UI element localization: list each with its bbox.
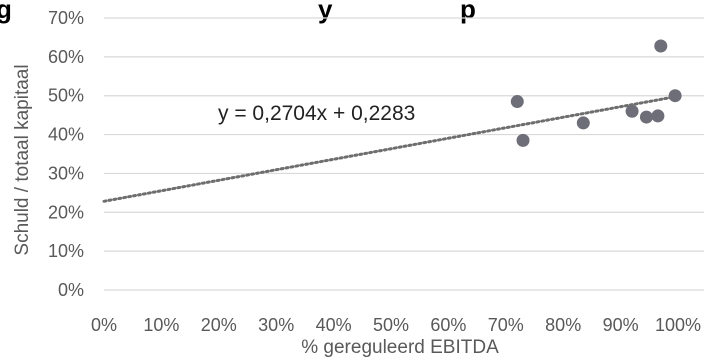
data-point	[510, 95, 524, 109]
y-tick-label: 30%	[48, 163, 84, 183]
y-tick-label: 60%	[48, 47, 84, 67]
x-tick-label: 50%	[373, 315, 409, 335]
data-point	[516, 133, 530, 147]
x-axis-title: % gereguleerd EBITDA	[301, 337, 499, 358]
x-tick-label: 100%	[655, 315, 701, 335]
x-tick-label: 40%	[316, 315, 352, 335]
x-tick-labels: 0% 10% 20% 30% 40% 50% 60% 70% 80% 90% 100%	[91, 315, 701, 335]
y-tick-label: 20%	[48, 202, 84, 222]
y-axis-title: Schuld / totaal kapitaal	[12, 64, 33, 255]
x-tick-label: 20%	[201, 315, 237, 335]
x-tick-label: 10%	[143, 315, 179, 335]
data-point	[651, 109, 665, 123]
trendline-equation: y = 0,2704x + 0,2283	[218, 102, 415, 125]
x-tick-label: 0%	[91, 315, 117, 335]
y-tick-label: 10%	[48, 241, 84, 261]
chart-title-fragment-2: y	[318, 0, 333, 24]
data-points	[510, 39, 682, 147]
y-tick-labels: 0% 10% 20% 30% 40% 50% 60% 70%	[48, 8, 84, 300]
gridlines	[104, 17, 704, 291]
x-tick-label: 80%	[545, 315, 581, 335]
data-point	[668, 89, 682, 103]
trendline	[102, 94, 680, 203]
data-point	[625, 104, 639, 118]
data-point	[639, 110, 653, 124]
x-tick-label: 30%	[258, 315, 294, 335]
y-tick-label: 70%	[48, 8, 84, 28]
y-tick-label: 50%	[48, 86, 84, 106]
x-tick-label: 60%	[430, 315, 466, 335]
y-tick-label: 40%	[48, 125, 84, 145]
data-point	[576, 116, 590, 130]
chart-title-fragment-3: p	[460, 0, 476, 24]
data-point	[654, 39, 668, 53]
x-tick-label: 70%	[488, 315, 524, 335]
x-tick-label: 90%	[603, 315, 639, 335]
y-tick-label: 0%	[58, 280, 84, 300]
chart-title-fragment: g	[0, 0, 12, 24]
